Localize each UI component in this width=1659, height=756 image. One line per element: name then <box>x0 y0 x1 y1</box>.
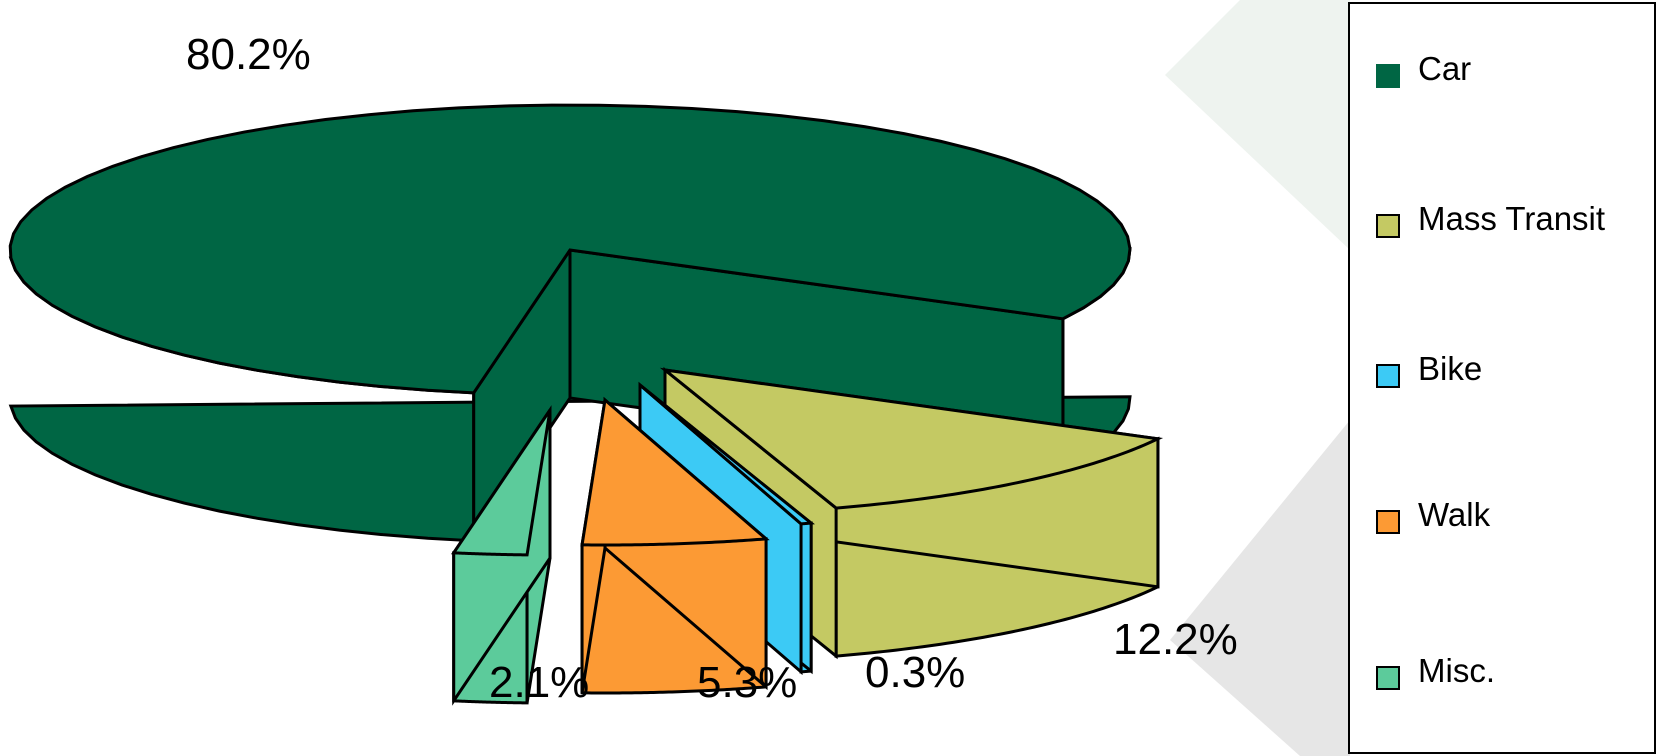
background-chevron-gray <box>1170 420 1350 756</box>
legend-label-misc: Misc. <box>1418 652 1495 689</box>
background-chevron-light <box>1165 0 1350 250</box>
legend-label-car: Car <box>1418 50 1472 87</box>
label-mass-transit: 12.2% <box>1113 615 1238 664</box>
label-walk: 5.3% <box>697 658 798 707</box>
slice-top-car <box>8 103 1132 395</box>
legend-swatch-walk <box>1376 510 1400 534</box>
legend-label-bike: Bike <box>1418 350 1483 387</box>
slice-top-walk <box>580 397 770 547</box>
label-car: 80.2% <box>186 30 311 79</box>
label-bike: 0.3% <box>865 648 966 697</box>
legend-label-mass-transit: Mass Transit <box>1418 200 1606 237</box>
slice-top-mass-transit <box>659 367 1164 510</box>
legend-swatch-mass-transit <box>1376 214 1400 238</box>
legend-label-walk: Walk <box>1418 496 1491 533</box>
slice-top-misc <box>450 409 552 557</box>
legend-swatch-misc <box>1376 666 1400 690</box>
legend-swatch-car <box>1376 64 1400 88</box>
chart-legend: Car Mass Transit Bike Walk Misc. <box>1348 2 1656 754</box>
label-misc: 2.1% <box>489 658 590 707</box>
legend-swatch-bike <box>1376 364 1400 388</box>
slice-top-bike <box>639 383 815 526</box>
